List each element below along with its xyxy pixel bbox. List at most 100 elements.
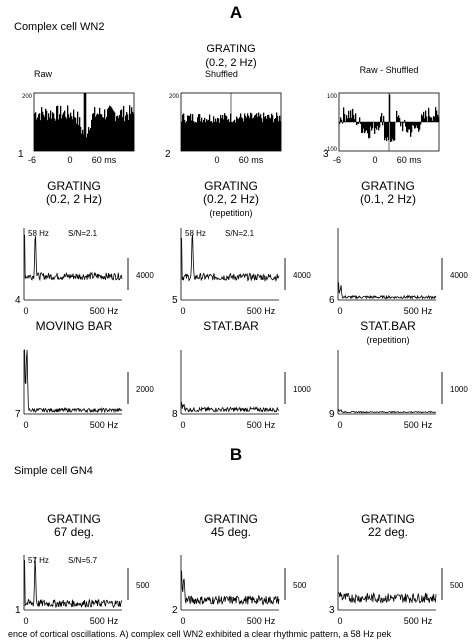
histogram-bar bbox=[51, 118, 53, 151]
histogram-xtick: 60 ms bbox=[397, 155, 422, 165]
histogram-bar bbox=[61, 118, 63, 151]
histogram-bar bbox=[264, 117, 266, 151]
histogram-bar bbox=[228, 119, 230, 151]
histogram-bar bbox=[92, 113, 94, 151]
histogram-bar bbox=[405, 122, 407, 127]
spectrum-xtick: 500 Hz bbox=[90, 306, 119, 316]
histogram-bar bbox=[279, 115, 281, 151]
histogram-bar bbox=[276, 112, 278, 151]
panel-number: 9 bbox=[329, 409, 335, 420]
histogram-bar bbox=[396, 110, 398, 122]
histogram-bar bbox=[67, 105, 69, 151]
spectrum-scale-label: 4000 bbox=[136, 271, 154, 280]
histogram-bar bbox=[410, 122, 412, 137]
histogram-bar bbox=[34, 113, 36, 151]
histogram-bar bbox=[190, 113, 192, 151]
histogram-bar bbox=[399, 118, 401, 122]
histogram-bar bbox=[206, 119, 208, 151]
histogram-bar bbox=[88, 127, 90, 151]
histogram-bar bbox=[271, 113, 273, 151]
histogram-bar bbox=[253, 117, 255, 151]
histogram-bar bbox=[220, 114, 222, 151]
histogram-bar bbox=[256, 113, 258, 151]
histogram-bar bbox=[270, 118, 272, 151]
histogram-bar bbox=[232, 122, 234, 151]
spectrum-xtick: 0 bbox=[23, 420, 28, 430]
spectrum-snr-label: S/N=2.1 bbox=[225, 229, 255, 238]
histogram-bar bbox=[110, 106, 112, 151]
histogram-bar bbox=[207, 120, 209, 151]
histogram-bar bbox=[428, 107, 430, 122]
histogram-bar bbox=[391, 122, 393, 142]
histogram-bar bbox=[57, 105, 59, 151]
histogram-bar bbox=[71, 116, 73, 151]
histogram-subtitle: Shuffled bbox=[205, 69, 238, 79]
histogram-bar bbox=[230, 113, 232, 151]
spectrum-trace bbox=[180, 570, 280, 606]
histogram-bar bbox=[393, 122, 395, 141]
spectrum-title: 67 deg. bbox=[54, 525, 94, 539]
histogram-bar bbox=[205, 122, 207, 151]
histogram-bar bbox=[269, 117, 271, 151]
histogram-bar bbox=[429, 116, 431, 122]
spectrum-peak-label: 58 Hz bbox=[185, 229, 206, 238]
histogram-bar bbox=[77, 111, 79, 151]
section-b-cell-label: Simple cell GN4 bbox=[14, 465, 93, 477]
histogram-xtick: -6 bbox=[333, 155, 341, 165]
histogram-bar bbox=[99, 107, 101, 151]
histogram-bar bbox=[108, 107, 110, 151]
histogram-bar bbox=[432, 120, 434, 122]
histogram-bar bbox=[274, 119, 276, 151]
histogram-bar bbox=[251, 113, 253, 151]
histogram-bar bbox=[361, 122, 363, 134]
spectrum-xtick: 500 Hz bbox=[247, 306, 276, 316]
histogram-bar bbox=[106, 117, 108, 151]
spectrum-xtick: 500 Hz bbox=[404, 306, 433, 316]
spectrum-title: (0.2, 2 Hz) bbox=[46, 192, 102, 206]
histogram-bar bbox=[413, 122, 415, 126]
histogram-bar bbox=[419, 122, 421, 130]
histogram-bar bbox=[44, 116, 46, 151]
histogram-bar bbox=[186, 121, 188, 151]
histogram-title: (0.2, 2 Hz) bbox=[205, 57, 256, 69]
histogram-bar bbox=[194, 122, 196, 151]
histogram-bar bbox=[104, 109, 106, 151]
histogram-bar bbox=[118, 117, 120, 151]
histogram-bar bbox=[86, 137, 88, 151]
histogram-bar bbox=[437, 114, 439, 122]
histogram-bar bbox=[209, 114, 211, 151]
histogram-bar bbox=[197, 117, 199, 151]
histogram-bar bbox=[366, 122, 368, 131]
section-a-cell-label: Complex cell WN2 bbox=[14, 21, 104, 33]
histogram-bar bbox=[37, 117, 39, 151]
histogram-bar bbox=[195, 122, 197, 151]
histogram-bar bbox=[231, 122, 233, 151]
histogram-bar bbox=[84, 93, 86, 151]
histogram-bar bbox=[69, 117, 71, 151]
histogram-bar bbox=[96, 114, 98, 151]
histogram-bar bbox=[267, 115, 269, 151]
histogram-bar bbox=[208, 119, 210, 151]
panel-number: 1 bbox=[15, 605, 21, 616]
histogram-bar bbox=[183, 113, 185, 151]
histogram-bar bbox=[229, 122, 231, 151]
histogram-bar bbox=[380, 116, 382, 122]
spectrum-xtick: 0 bbox=[23, 616, 28, 626]
histogram-bar bbox=[224, 113, 226, 151]
histogram-bar bbox=[189, 115, 191, 151]
spectrum-xtick: 500 Hz bbox=[404, 616, 433, 626]
histogram-bar bbox=[415, 122, 417, 128]
histogram-bar bbox=[122, 117, 124, 151]
histogram-bar bbox=[374, 122, 376, 134]
histogram-bar bbox=[55, 120, 57, 151]
histogram-bar bbox=[418, 122, 420, 132]
histogram-bar bbox=[354, 119, 356, 122]
histogram-bar bbox=[421, 114, 423, 122]
histogram-bar bbox=[125, 115, 127, 151]
spectrum-title: GRATING bbox=[361, 512, 415, 526]
spectrum-title: GRATING bbox=[361, 179, 415, 193]
spectrum-title: GRATING bbox=[204, 179, 258, 193]
histogram-bar bbox=[365, 122, 367, 132]
histogram-bar bbox=[394, 122, 396, 141]
histogram-bar bbox=[193, 121, 195, 151]
